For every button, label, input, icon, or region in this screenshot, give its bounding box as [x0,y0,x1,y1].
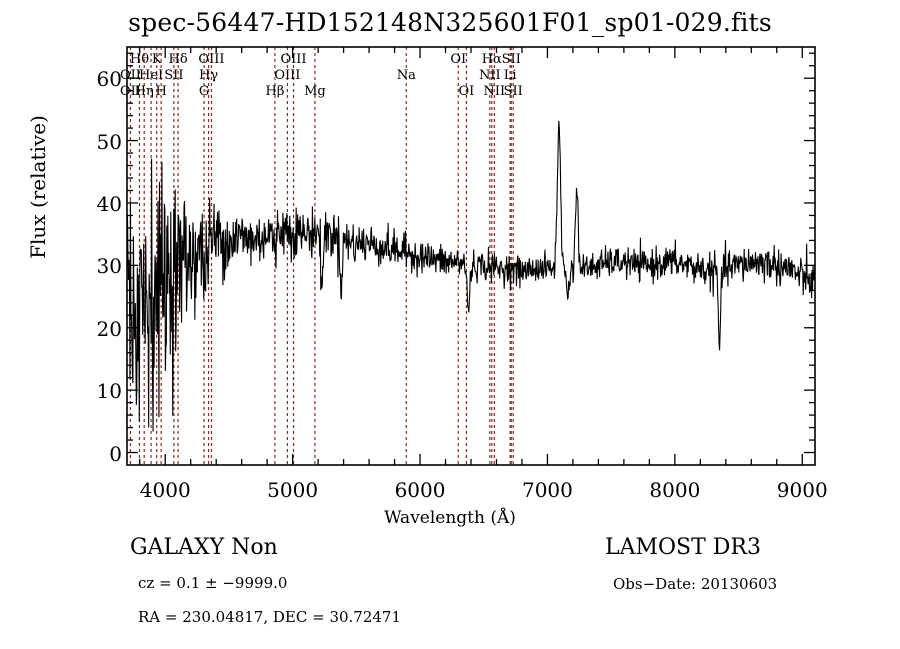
spectral-line-label: Hβ [265,84,285,99]
obs-date: Obs−Date: 20130603 [613,575,778,593]
object-class: GALAXY Non [130,535,278,560]
y-tick-label: 60 [96,67,122,92]
spectral-line-label: Hα [481,52,502,67]
spectral-line-label: Mg [304,84,326,99]
y-axis-ticks: 0 10 20 30 40 50 60 [66,0,122,649]
spectral-line-label: OIII [198,52,225,67]
spectral-line-label: OIII [280,52,307,67]
spectral-line-label: SII [164,68,184,83]
y-tick-label: 10 [96,379,122,404]
spectral-line-label: OI [450,52,467,67]
y-tick-label: 40 [96,191,122,216]
x-tick-label: 8000 [649,478,701,502]
spectral-line-label: Hγ [198,68,219,83]
x-tick-label: 5000 [267,478,319,502]
spectral-line-label: OIII [274,68,301,83]
spectral-line-label: NII [483,84,506,99]
spectral-line-label: Na [396,68,416,83]
redshift-value: cz = 0.1 ± −9999.0 [138,574,288,592]
survey-name: LAMOST DR3 [605,535,761,560]
x-axis-label: Wavelength (Å) [384,508,516,528]
spectral-line-label: Hδ [168,52,188,67]
spectral-line-label: OII [119,68,141,83]
spectral-line-label: H [155,84,167,99]
spectral-line-label: K [151,52,162,67]
y-tick-label: 30 [96,254,122,279]
spectral-line-label: OI [458,84,475,99]
spectral-line-label: Li [503,68,517,83]
spectral-line-label: HeI [138,68,164,83]
spectral-line-label: G [198,84,210,99]
y-axis-label: Flux (relative) [26,115,50,259]
coordinates: RA = 230.04817, DEC = 30.72471 [138,608,402,626]
spectral-line-label: SII [503,84,523,99]
spectral-line-label: OII [119,84,141,99]
spectral-line-label: NII [479,68,501,83]
x-tick-label: 4000 [139,478,191,502]
spectral-line-label: Hη [134,84,154,99]
spectral-line-label: Hθ [129,52,150,67]
y-tick-label: 0 [109,441,122,466]
spectral-line-label: SII [501,52,521,67]
page-title: spec-56447-HD152148N325601F01_sp01-029.f… [128,8,772,37]
x-tick-label: 9000 [776,478,828,502]
y-tick-label: 20 [96,316,122,341]
x-tick-label: 7000 [521,478,573,502]
x-tick-label: 6000 [394,478,446,502]
y-tick-label: 50 [96,129,122,154]
